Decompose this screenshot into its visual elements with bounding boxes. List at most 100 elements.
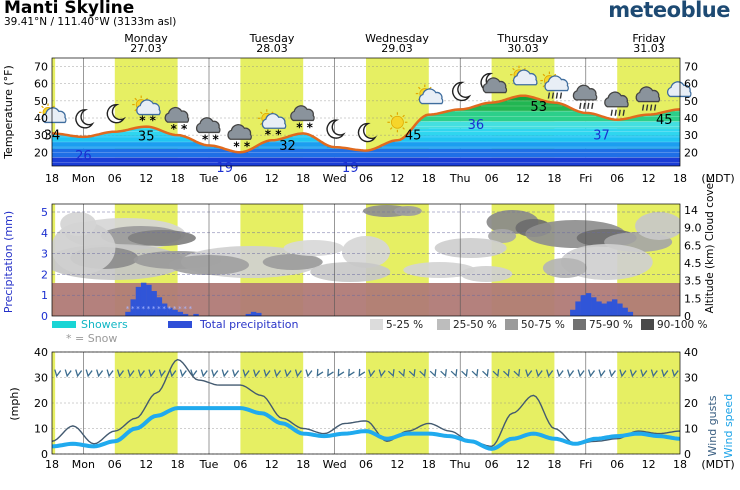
time-tick-label: 18 — [296, 172, 310, 185]
tick-label: 50 — [34, 95, 48, 108]
precipitation-bars: * * * * * * * * * * * * * — [125, 282, 634, 316]
tick-label: 4 — [41, 227, 48, 240]
wind-arrow-icon — [327, 368, 334, 377]
temperature-band — [52, 128, 680, 136]
snow-mark: * — [178, 305, 182, 313]
precipitation-bar — [193, 313, 199, 316]
time-tick-label: Wed — [323, 172, 347, 185]
wind-arrow-icon — [158, 369, 166, 378]
precipitation-bar — [250, 311, 257, 316]
legend-cover-label: 90-100 % — [657, 319, 708, 331]
tick-label: 30 — [684, 129, 698, 142]
tick-label: 1 — [41, 289, 48, 302]
temperature-axes: 20 20 30 30 40 40 50 50 60 60 70 70 — [34, 57, 698, 167]
tick-label: 20 — [34, 146, 48, 159]
temperature-band — [52, 142, 680, 149]
wind-arrow-icon — [629, 369, 637, 378]
wind-direction-arrows — [54, 368, 679, 378]
day-name: Wednesday — [365, 32, 429, 45]
time-tick-label: 12 — [516, 458, 530, 471]
tick-label: 30 — [34, 129, 48, 142]
precipitation-bar — [161, 303, 168, 316]
time-tick-label: 06 — [359, 458, 373, 471]
tick-label: 20 — [684, 146, 698, 159]
wind-arrow-icon — [440, 369, 447, 378]
svg-text:* *: * * — [171, 122, 188, 136]
temperature-band — [52, 135, 680, 142]
time-tick-label: 06 — [233, 172, 247, 185]
wind-arrow-icon — [75, 369, 83, 378]
temperature-band — [52, 121, 680, 129]
wind-arrow-icon — [221, 369, 229, 378]
legend-showers-swatch — [52, 321, 76, 328]
precipitation-bar — [570, 309, 576, 316]
precipitation-bar — [601, 303, 607, 316]
wind-arrow-icon — [348, 368, 355, 377]
snow-mark: * — [136, 305, 140, 313]
tick-label: 70 — [34, 61, 48, 74]
cloud-cover-patch — [434, 238, 507, 258]
legend-cover-label: 50-75 % — [521, 319, 565, 331]
svg-text:* *: * * — [296, 120, 313, 134]
day-date: 29.03 — [381, 42, 413, 55]
precipitation-bar — [617, 303, 623, 316]
wind-arrow-icon — [482, 369, 489, 378]
moon-icon — [452, 81, 472, 102]
precipitation-bar — [580, 295, 586, 316]
time-axis-top: 18 Mon 06 12 18 Tue 06 12 18 Wed 06 12 18 Thu 06 12 18 Fr… — [45, 172, 735, 185]
precipitation-bar — [256, 312, 262, 316]
wind-arrow-icon — [525, 369, 533, 378]
wind-arrow-icon — [429, 369, 437, 378]
cloud-cover-patch — [262, 254, 323, 270]
legend-cover-swatch — [370, 319, 383, 330]
cloud-cover-patch — [60, 212, 97, 236]
moon-cloud-icon — [480, 72, 508, 94]
wind-arrow-icon — [503, 369, 510, 378]
tick-label: 0 — [684, 310, 691, 323]
legend-cover-swatch — [641, 319, 654, 330]
cloud-cover-patch — [460, 266, 513, 282]
time-tick-label: Thu — [449, 172, 471, 185]
time-tick-label: 12 — [139, 458, 153, 471]
legend-total-swatch — [168, 321, 192, 328]
wind-arrow-icon — [513, 369, 521, 378]
snow-mark: * — [131, 305, 135, 313]
tick-label: 0 — [41, 448, 48, 461]
temperature-value-label: 36 — [468, 118, 485, 133]
cloud-cover-patch — [127, 230, 196, 246]
cloud-axis-label: Altitude (km) Cloud cover — [704, 178, 716, 313]
tick-label: 40 — [684, 112, 698, 125]
wind-arrow-icon — [148, 369, 156, 378]
time-tick-label: Wed — [323, 458, 347, 471]
cloud-rain-icon — [572, 84, 598, 109]
wind-arrow-icon — [211, 369, 219, 378]
temperature-band — [52, 157, 680, 166]
precipitation-bar — [151, 291, 157, 316]
time-tick-label: 06 — [485, 172, 499, 185]
sun-cloud-icon — [510, 65, 538, 86]
wind-arrow-icon — [419, 369, 427, 378]
tick-label: 40 — [684, 346, 698, 359]
wind-arrow-icon — [305, 369, 313, 378]
time-tick-label: 06 — [485, 458, 499, 471]
temperature-band — [52, 95, 680, 101]
wind-arrow-icon — [169, 369, 177, 378]
temperature-value-label: 37 — [593, 128, 610, 143]
brand-logo[interactable]: meteoblue — [608, 0, 730, 22]
snow-mark: * — [189, 305, 193, 313]
wind-arrow-icon — [294, 369, 302, 378]
wind-arrow-icon — [450, 369, 458, 378]
wind-arrow-icon — [492, 369, 500, 378]
snow-mark: * — [126, 305, 130, 313]
svg-text:* *: * * — [265, 127, 282, 141]
wind-gusts-label: Wind gusts — [706, 395, 719, 456]
snow-mark: * — [147, 305, 151, 313]
precipitation-bar — [611, 299, 618, 316]
precipitation-bar — [130, 299, 136, 316]
sun-cloud-icon — [39, 103, 67, 124]
tick-label: 9.0 — [684, 222, 702, 235]
tick-label: 70 — [684, 61, 698, 74]
time-tick-label: 12 — [265, 458, 279, 471]
